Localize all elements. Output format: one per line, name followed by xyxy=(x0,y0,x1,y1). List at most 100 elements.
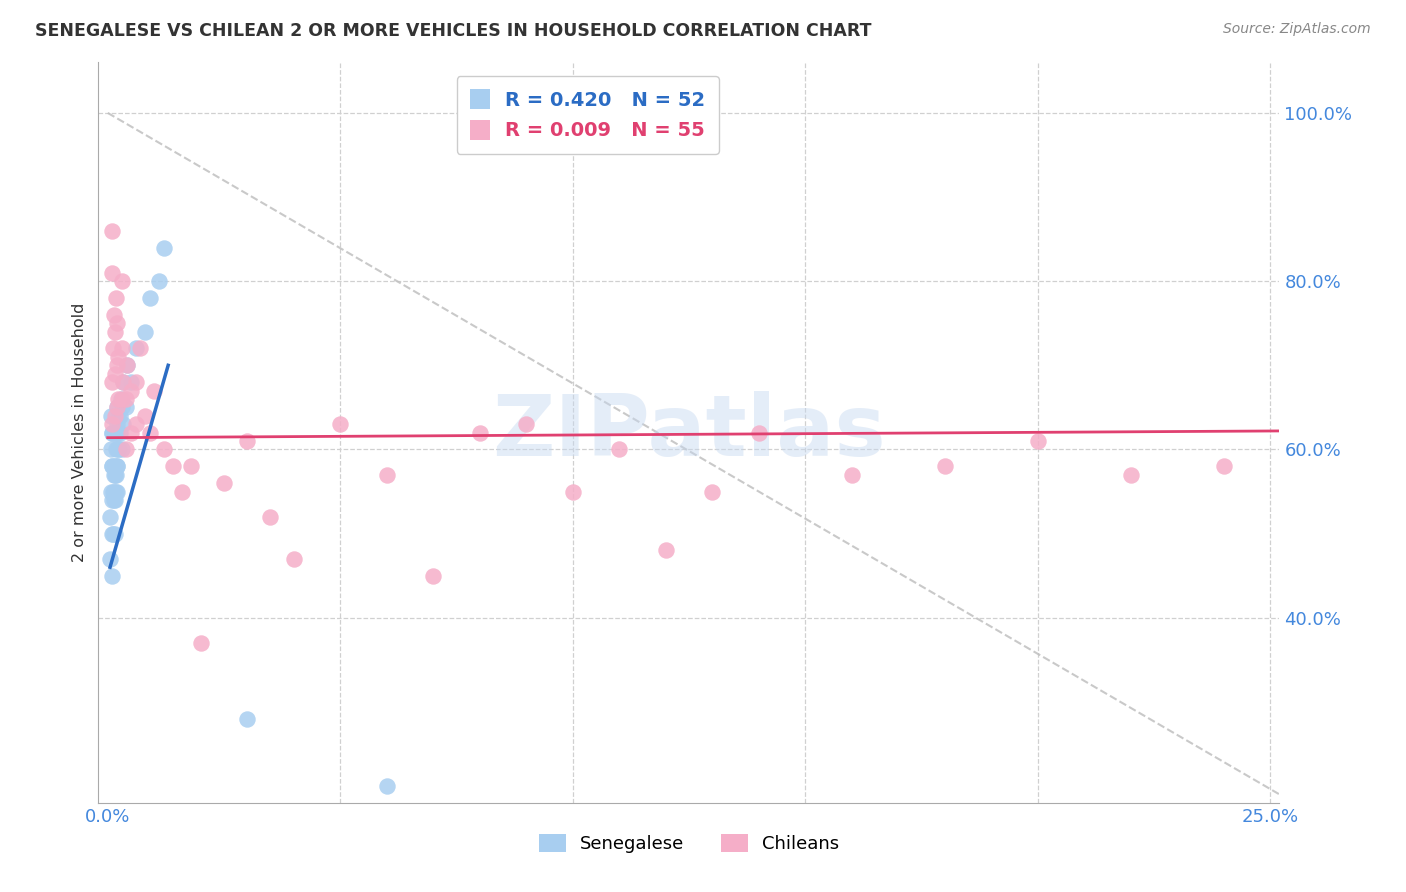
Point xyxy=(107,409,129,423)
Point xyxy=(103,308,125,322)
Point xyxy=(101,568,124,582)
Point xyxy=(124,375,146,389)
Point xyxy=(105,467,128,482)
Point xyxy=(100,484,122,499)
Point xyxy=(104,492,127,507)
Point xyxy=(104,291,127,305)
Point xyxy=(1119,467,1142,482)
Point xyxy=(105,359,128,373)
Point xyxy=(111,274,134,288)
Point xyxy=(112,375,135,389)
Text: ZIPatlas: ZIPatlas xyxy=(492,391,886,475)
Point xyxy=(104,442,127,457)
Point xyxy=(607,442,630,457)
Point xyxy=(111,401,134,415)
Point xyxy=(138,425,160,440)
Point xyxy=(515,417,537,432)
Legend: Senegalese, Chileans: Senegalese, Chileans xyxy=(531,827,846,861)
Point xyxy=(111,392,134,406)
Point xyxy=(152,442,174,457)
Point xyxy=(103,484,125,499)
Point xyxy=(103,526,125,541)
Point xyxy=(101,266,124,280)
Point xyxy=(105,401,128,415)
Point xyxy=(105,425,128,440)
Point xyxy=(212,476,235,491)
Point xyxy=(105,417,128,432)
Text: SENEGALESE VS CHILEAN 2 OR MORE VEHICLES IN HOUSEHOLD CORRELATION CHART: SENEGALESE VS CHILEAN 2 OR MORE VEHICLES… xyxy=(35,22,872,40)
Point xyxy=(101,526,124,541)
Point xyxy=(120,375,142,389)
Point xyxy=(259,509,281,524)
Point xyxy=(561,484,583,499)
Point xyxy=(103,467,125,482)
Point xyxy=(172,484,194,499)
Point xyxy=(100,442,122,457)
Point xyxy=(98,551,121,566)
Point xyxy=(129,342,152,356)
Point xyxy=(105,316,128,330)
Point xyxy=(124,417,146,432)
Point xyxy=(101,417,124,432)
Point xyxy=(841,467,863,482)
Point xyxy=(100,409,122,423)
Point xyxy=(108,442,131,457)
Point xyxy=(162,459,184,474)
Point xyxy=(375,467,398,482)
Point xyxy=(422,568,444,582)
Point xyxy=(107,392,129,406)
Point xyxy=(468,425,491,440)
Point xyxy=(1212,459,1234,474)
Point xyxy=(108,409,131,423)
Point xyxy=(236,434,259,448)
Point xyxy=(111,375,134,389)
Point xyxy=(143,384,166,398)
Point xyxy=(98,509,121,524)
Point xyxy=(111,442,134,457)
Point xyxy=(104,526,127,541)
Point xyxy=(101,492,124,507)
Point xyxy=(115,392,138,406)
Point xyxy=(104,484,127,499)
Point xyxy=(190,636,212,650)
Point xyxy=(107,442,129,457)
Point xyxy=(104,409,127,423)
Point xyxy=(236,712,259,726)
Point xyxy=(105,459,128,474)
Point xyxy=(1026,434,1049,448)
Point xyxy=(107,350,129,364)
Point xyxy=(148,274,170,288)
Point xyxy=(134,325,156,339)
Point xyxy=(748,425,770,440)
Point xyxy=(124,342,146,356)
Point xyxy=(115,442,138,457)
Point xyxy=(110,425,132,440)
Point xyxy=(104,367,127,381)
Point xyxy=(101,425,124,440)
Text: Source: ZipAtlas.com: Source: ZipAtlas.com xyxy=(1223,22,1371,37)
Point xyxy=(104,425,127,440)
Point xyxy=(134,409,156,423)
Point xyxy=(104,325,127,339)
Point xyxy=(105,459,128,474)
Point xyxy=(117,359,139,373)
Point xyxy=(120,384,142,398)
Point xyxy=(111,417,134,432)
Point xyxy=(120,425,142,440)
Point xyxy=(375,779,398,793)
Y-axis label: 2 or more Vehicles in Household: 2 or more Vehicles in Household xyxy=(72,303,87,562)
Point xyxy=(117,359,139,373)
Point xyxy=(934,459,956,474)
Point xyxy=(329,417,352,432)
Point xyxy=(101,459,124,474)
Point xyxy=(111,342,134,356)
Point xyxy=(105,401,128,415)
Point xyxy=(104,459,127,474)
Point xyxy=(103,342,125,356)
Point xyxy=(101,425,124,440)
Point xyxy=(103,484,125,499)
Point xyxy=(105,484,128,499)
Point xyxy=(104,467,127,482)
Point xyxy=(138,291,160,305)
Point xyxy=(702,484,724,499)
